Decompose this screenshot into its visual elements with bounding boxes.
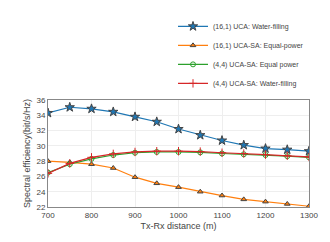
svg-text:900: 900 [128, 211, 142, 220]
svg-text:28: 28 [36, 157, 45, 166]
svg-text:(16,1) UCA: Water-filling: (16,1) UCA: Water-filling [213, 23, 289, 31]
svg-text:34: 34 [36, 111, 45, 120]
svg-text:32: 32 [36, 126, 45, 135]
svg-text:800: 800 [85, 211, 99, 220]
svg-text:(4,4) UCA-SA: Equal power: (4,4) UCA-SA: Equal power [213, 61, 299, 69]
svg-text:Tx-Rx distance (m): Tx-Rx distance (m) [140, 221, 216, 231]
svg-text:36: 36 [36, 96, 45, 105]
svg-text:1300: 1300 [300, 211, 318, 220]
svg-text:26: 26 [36, 172, 45, 181]
svg-text:1200: 1200 [257, 211, 275, 220]
svg-text:Spectral efficiency(bit/s/Hz): Spectral efficiency(bit/s/Hz) [22, 99, 32, 208]
svg-text:1000: 1000 [170, 211, 188, 220]
svg-text:(4,4) UCA-SA: Water-filling: (4,4) UCA-SA: Water-filling [213, 80, 296, 88]
svg-text:24: 24 [36, 188, 45, 197]
svg-text:30: 30 [36, 142, 45, 151]
svg-text:1100: 1100 [213, 211, 231, 220]
svg-text:700: 700 [41, 211, 55, 220]
svg-text:22: 22 [36, 203, 45, 212]
svg-text:(16,1) UCA-SA: Equal-power: (16,1) UCA-SA: Equal-power [213, 42, 304, 50]
